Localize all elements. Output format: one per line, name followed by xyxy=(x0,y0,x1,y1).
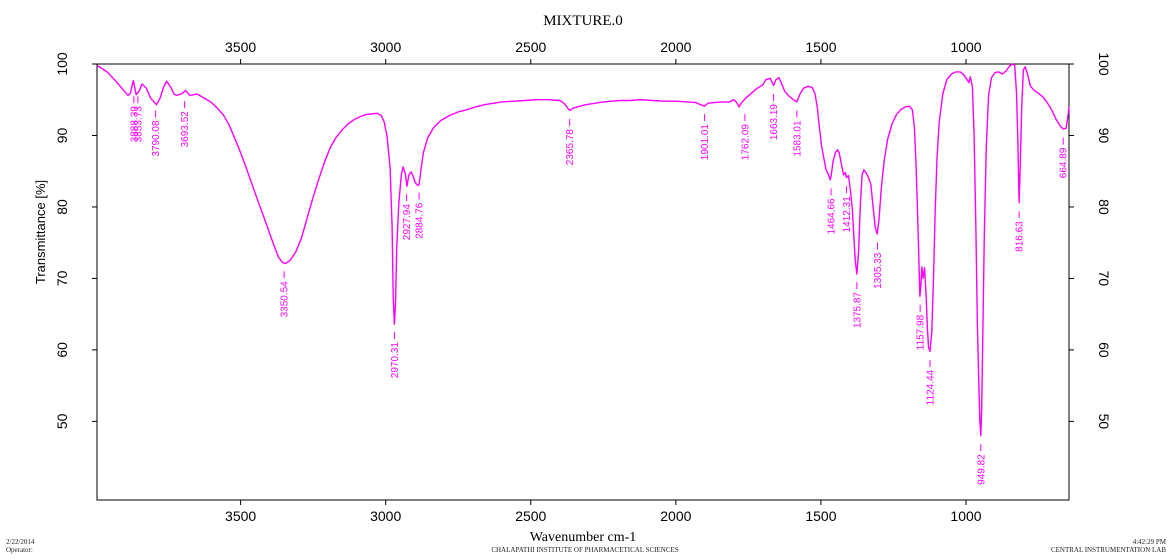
peak-label: 1464.66 xyxy=(827,198,838,235)
x-tick-label-top: 3000 xyxy=(370,39,401,55)
peak-label: 1375.87 xyxy=(852,292,863,329)
footer-time: 4:42:29 PM xyxy=(1132,538,1166,546)
peak-annotation: 816.63 xyxy=(1015,211,1026,252)
peak-label: 1412.31 xyxy=(842,196,853,233)
y-tick-label-right: 90 xyxy=(1096,128,1112,144)
plot-frame xyxy=(96,63,1070,501)
footer-right: 4:42:29 PM CENTRAL INSTRUMENTATION LAB xyxy=(1051,538,1166,554)
footer-left: 2/22/2014 Operator: xyxy=(6,538,34,554)
peak-label: 1901.01 xyxy=(700,124,711,161)
x-tick-label-bottom: 3500 xyxy=(225,508,256,524)
peak-label: 2970.31 xyxy=(390,342,401,379)
x-tick-label-top: 1000 xyxy=(950,39,981,55)
peak-label: 3693.52 xyxy=(180,111,191,148)
peak-label: 1305.33 xyxy=(873,252,884,289)
peak-label: 1663.19 xyxy=(769,104,780,141)
peak-label: 3790.08 xyxy=(151,120,162,157)
footer-institute: CHALAPATHI INSTITUTE OF PHARMACETICAL SC… xyxy=(491,546,679,554)
peak-annotation: 2884.76 xyxy=(415,192,426,239)
peak-label: 1583.01 xyxy=(792,120,803,157)
peak-label: 816.63 xyxy=(1015,221,1026,252)
axis-ticks: 3500 3500 3000 3000 2500 2500 2000 2000 1500 1500… xyxy=(54,39,1112,524)
peak-annotation: 3888.39 xyxy=(129,96,140,142)
x-tick-label-bottom: 2000 xyxy=(660,508,691,524)
peak-annotation: 2970.31 xyxy=(390,332,401,378)
y-tick-label-right: 70 xyxy=(1096,271,1112,287)
peak-label: 949.82 xyxy=(976,454,987,485)
x-axis-label: Wavenumber cm-1 xyxy=(530,530,637,545)
peak-annotation: 3693.52 xyxy=(180,101,191,147)
y-axis-label: Transmittance [%] xyxy=(33,180,48,284)
y-tick-label-left: 90 xyxy=(54,127,70,143)
y-tick-label-left: 70 xyxy=(54,270,70,286)
peak-annotation: 2927.94 xyxy=(402,194,413,240)
peak-annotation: 1663.19 xyxy=(769,94,780,140)
peak-label: 1157.98 xyxy=(916,314,927,350)
peak-label: 664.89 xyxy=(1059,147,1070,178)
peak-annotation: 3790.08 xyxy=(151,110,162,157)
y-tick-label-right: 60 xyxy=(1096,342,1112,358)
peak-annotation: 2365.78 xyxy=(565,119,576,165)
x-tick-label-bottom: 1000 xyxy=(950,508,981,524)
x-tick-label-bottom: 2500 xyxy=(515,508,546,524)
peak-annotation: 1762.09 xyxy=(740,114,751,160)
peak-annotation: 1901.01 xyxy=(700,114,711,160)
peak-label: 1762.09 xyxy=(740,124,751,161)
footer-lab: CENTRAL INSTRUMENTATION LAB xyxy=(1050,546,1166,554)
x-tick-label-top: 2000 xyxy=(660,39,691,55)
y-tick-label-left: 50 xyxy=(54,413,70,429)
peak-label: 3853.73 xyxy=(133,106,144,143)
peak-annotation: 949.82 xyxy=(976,444,987,485)
chart-title: MIXTURE.0 xyxy=(543,13,623,29)
peak-annotation: 1583.01 xyxy=(792,110,803,157)
peak-annotation: 1124.44 xyxy=(926,359,937,405)
x-tick-label-top: 2500 xyxy=(515,39,546,55)
peak-label: 3350.54 xyxy=(280,281,291,318)
y-tick-label-right: 80 xyxy=(1096,199,1112,215)
peak-label: 3888.39 xyxy=(129,106,140,143)
peak-label: 1124.44 xyxy=(926,369,937,405)
peak-label: 2884.76 xyxy=(415,202,426,239)
peak-annotation: 1412.31 xyxy=(842,186,853,232)
y-tick-label-left: 100 xyxy=(54,52,70,76)
peak-annotation: 1157.98 xyxy=(916,304,927,350)
peak-annotation: 1375.87 xyxy=(852,282,863,328)
peak-annotation: 3350.54 xyxy=(280,271,291,317)
peak-annotation: 1464.66 xyxy=(827,188,838,235)
x-tick-label-bottom: 1500 xyxy=(805,508,836,524)
y-tick-label-left: 60 xyxy=(54,342,70,358)
x-tick-label-top: 1500 xyxy=(805,39,836,55)
x-tick-label-top: 3500 xyxy=(225,39,256,55)
series-group xyxy=(96,63,1070,437)
y-tick-label-left: 80 xyxy=(54,199,70,215)
peak-annotation: 1305.33 xyxy=(873,242,884,289)
y-tick-label-right: 50 xyxy=(1096,414,1112,430)
spectrum-line xyxy=(96,63,1070,437)
footer-operator: Operator: xyxy=(6,546,33,554)
peak-label: 2927.94 xyxy=(402,204,413,241)
peak-label: 2365.78 xyxy=(565,129,576,166)
peak-annotation: 664.89 xyxy=(1059,137,1070,178)
footer-date: 2/22/2014 xyxy=(6,538,35,546)
x-tick-label-bottom: 3000 xyxy=(370,508,401,524)
y-tick-label-right: 100 xyxy=(1096,52,1112,76)
peak-annotation: 3853.73 xyxy=(133,96,144,142)
